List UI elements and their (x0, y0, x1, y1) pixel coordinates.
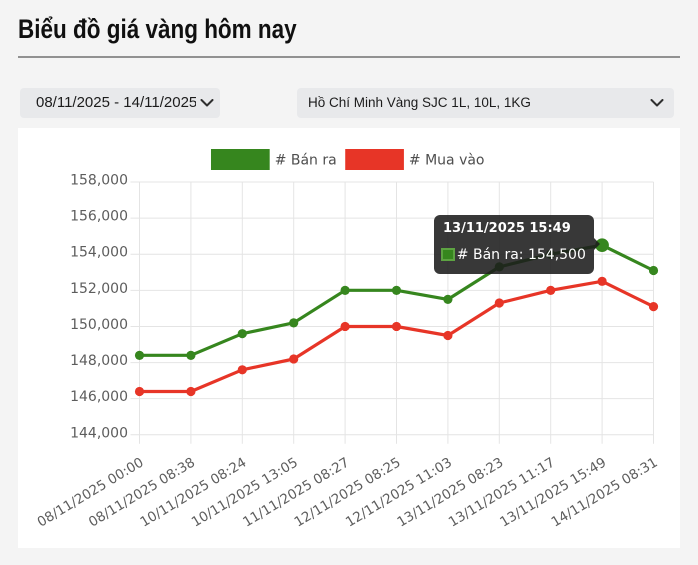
data-point[interactable] (134, 350, 145, 360)
market-dropdown[interactable]: Hồ Chí Minh Vàng SJC 1L, 10L, 1KG (297, 87, 674, 118)
data-point[interactable] (186, 386, 196, 397)
y-axis-tick-label: 148,000 (70, 353, 128, 369)
legend-swatch[interactable] (345, 149, 404, 170)
data-point[interactable] (494, 298, 504, 308)
y-axis-tick-label: 144,000 (70, 425, 128, 441)
data-point[interactable] (237, 365, 247, 375)
data-point[interactable] (340, 321, 350, 332)
data-point[interactable] (186, 350, 196, 360)
legend-label[interactable]: # Bán ra (275, 153, 337, 169)
date-range-dropdown[interactable]: 08/11/2025 - 14/11/2025 (20, 87, 220, 118)
data-point[interactable] (134, 386, 145, 397)
data-point[interactable] (597, 276, 607, 286)
y-axis-tick-label: 150,000 (70, 317, 128, 333)
data-point[interactable] (443, 294, 453, 304)
market-value: Hồ Chí Minh Vàng SJC 1L, 10L, 1KG (308, 95, 531, 110)
divider (18, 56, 680, 58)
data-point[interactable] (546, 285, 556, 295)
y-axis-tick-label: 146,000 (70, 389, 128, 405)
data-point[interactable] (391, 285, 402, 295)
data-point[interactable] (391, 321, 402, 332)
y-axis-tick-label: 158,000 (70, 173, 128, 189)
data-point[interactable] (648, 265, 659, 276)
data-point[interactable] (289, 318, 299, 328)
data-point[interactable] (289, 354, 299, 364)
date-range-value: 08/11/2025 - 14/11/2025 (36, 94, 196, 111)
y-axis-tick-label: 156,000 (70, 209, 128, 225)
data-point[interactable] (340, 285, 350, 295)
data-point[interactable] (494, 262, 504, 272)
page-title: Biểu đồ giá vàng hôm nay (18, 14, 297, 44)
legend-swatch[interactable] (210, 149, 270, 170)
data-point[interactable] (237, 329, 247, 339)
y-axis-tick-label: 154,000 (70, 245, 128, 261)
gold-price-line-chart[interactable]: 158,000 156,000 154,000 152,000 150,000 148,0… (18, 128, 680, 548)
chevron-down-icon (650, 98, 664, 106)
legend-label[interactable]: # Mua vào (409, 153, 485, 169)
chart-panel: 158,000 156,000 154,000 152,000 150,000 148,0… (18, 128, 680, 548)
data-point[interactable] (595, 238, 609, 252)
y-axis-tick-label: 152,000 (70, 281, 128, 297)
data-point[interactable] (546, 249, 556, 259)
data-point[interactable] (443, 330, 453, 341)
chevron-down-icon (200, 98, 214, 106)
data-point[interactable] (648, 301, 659, 312)
